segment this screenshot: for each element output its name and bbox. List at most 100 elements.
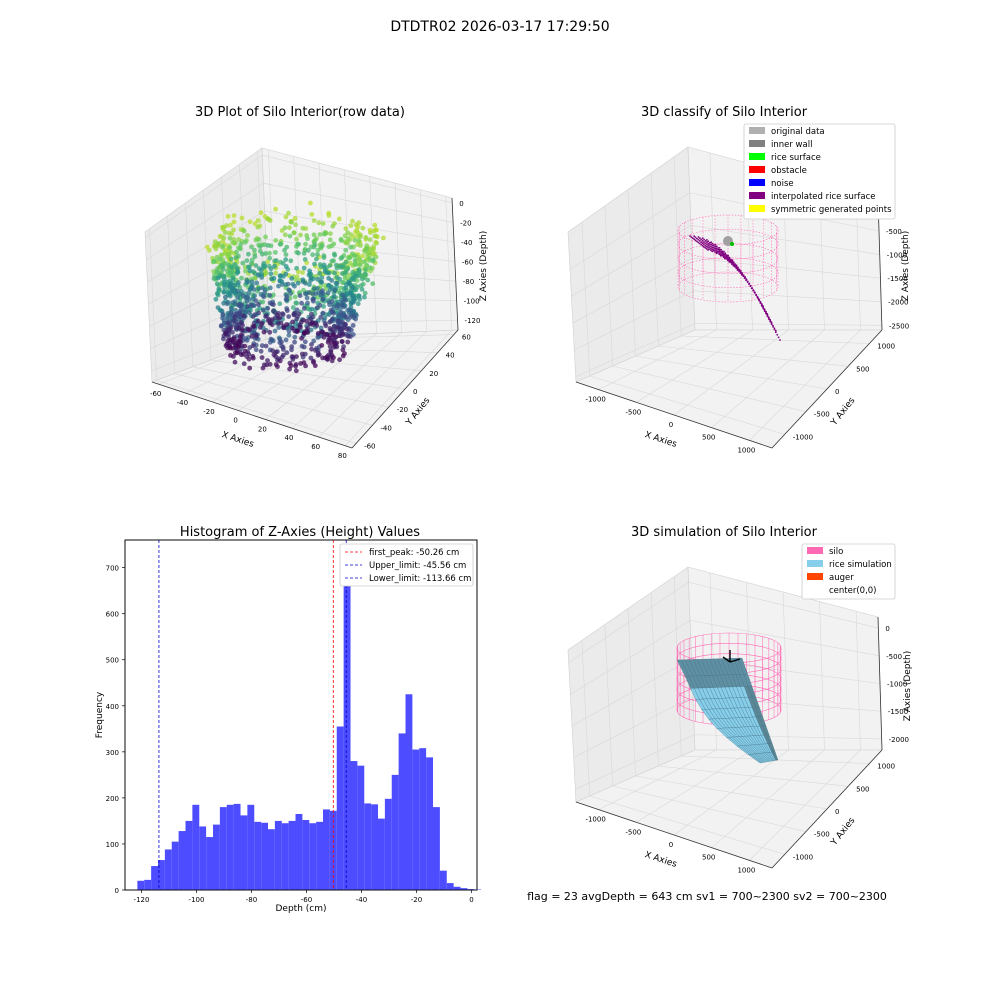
classify-surface-point (721, 250, 724, 253)
classify-ygrid (681, 335, 870, 344)
classify-surface-point (693, 238, 696, 241)
raw-point (222, 282, 227, 288)
raw-point (245, 326, 251, 332)
raw-point (327, 263, 333, 268)
histogram-legend-label: first_peak: -50.26 cm (369, 548, 459, 558)
raw-ztick-label: -120 (465, 317, 481, 325)
raw-point (261, 294, 267, 300)
raw-point (350, 218, 355, 224)
raw-point (277, 278, 283, 284)
classify-surface-point (715, 252, 718, 255)
classify-surface-point (704, 244, 707, 247)
raw-point (336, 333, 342, 339)
classify-surface-point (701, 239, 704, 242)
raw-point (231, 282, 237, 288)
raw-point (302, 257, 308, 262)
classify-surface-point (714, 243, 717, 246)
classify-surface-point (703, 241, 705, 243)
raw-ygrid (265, 334, 454, 340)
raw-point (292, 334, 298, 340)
raw-point-cloud (204, 200, 386, 374)
raw-point (310, 298, 316, 304)
raw-zgrid-side (146, 182, 264, 261)
raw-point (207, 247, 212, 253)
raw-point (276, 325, 282, 330)
raw-point (358, 243, 363, 248)
histogram-bar (343, 558, 351, 890)
raw-point (325, 290, 331, 296)
classify-surface-point (774, 331, 777, 334)
raw-point (260, 263, 266, 269)
sim-ztick-label: -500 (886, 653, 902, 661)
classify-silo-wall (677, 214, 779, 303)
classify-surface-point (762, 307, 765, 310)
classify-surface-point (770, 323, 773, 326)
classify-legend-swatch (749, 179, 765, 186)
raw-point (268, 266, 274, 272)
raw-point (258, 267, 264, 273)
classify-surface-point (705, 248, 708, 250)
raw-point (370, 281, 376, 287)
histogram-bar (281, 823, 289, 890)
histogram-axes-border (124, 539, 478, 891)
raw-point (274, 312, 280, 318)
classify-legend-label: original data (771, 127, 825, 137)
raw-point (308, 355, 314, 361)
raw-point (255, 224, 261, 230)
raw-point (257, 325, 263, 330)
raw-point (314, 305, 320, 311)
raw-point (310, 291, 316, 297)
classify-xtick-label: 500 (702, 434, 715, 442)
raw-point (289, 344, 295, 349)
classify-surface-point (708, 246, 711, 248)
raw-point (288, 258, 294, 264)
histogram-bar (151, 866, 159, 890)
classify-surface-point (728, 256, 731, 259)
histogram-bar (302, 820, 310, 890)
raw-point (265, 259, 271, 265)
raw-point (283, 257, 289, 262)
raw-point (256, 302, 261, 307)
sim-zgrid-side (568, 582, 689, 663)
classify-surface-point (758, 299, 760, 302)
raw-xtick-label: -40 (177, 399, 188, 407)
raw-point (234, 266, 240, 272)
classify-ytick-label: -500 (814, 411, 830, 419)
raw-point (224, 341, 230, 347)
sim-ytick-label: -500 (814, 831, 830, 839)
classify-surface-point (703, 243, 705, 246)
raw-point (309, 320, 315, 325)
raw-ygrid-wall (149, 228, 157, 381)
raw-point (273, 270, 279, 276)
raw-point (339, 339, 345, 344)
histogram-vlines (158, 540, 347, 890)
raw-point (324, 331, 330, 337)
raw-point (230, 240, 235, 245)
raw-point (284, 308, 290, 313)
raw-point (296, 241, 301, 247)
classify-surface-point (737, 266, 739, 269)
raw-point (299, 351, 305, 357)
raw-point (267, 292, 273, 298)
raw-point (228, 345, 233, 351)
classify-surface-point (718, 253, 721, 256)
classify-surface-point (722, 252, 725, 254)
classify-xtick-label: -1000 (585, 396, 605, 404)
raw-point (226, 230, 232, 236)
histogram-xtick-label: -120 (134, 896, 150, 904)
raw-point (290, 325, 295, 331)
histogram-bar (364, 803, 372, 890)
raw-point (237, 246, 243, 252)
raw-point (318, 279, 324, 285)
histogram-bar (391, 774, 399, 890)
raw-point (320, 310, 326, 316)
classify-surface-point (711, 244, 714, 247)
raw-zgrid (263, 182, 454, 223)
classify-zgrid-side (571, 225, 692, 297)
sim-ygrid (658, 765, 849, 787)
raw-point (370, 257, 376, 263)
raw-point (325, 270, 330, 276)
raw-point (312, 363, 318, 369)
histogram-legend-frame (339, 543, 474, 587)
classify-surface-point (731, 259, 734, 262)
